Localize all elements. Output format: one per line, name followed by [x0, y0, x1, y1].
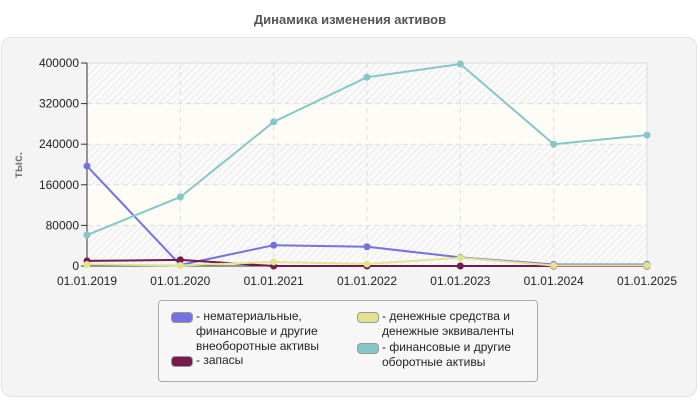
legend-item-current: - финансовые и другие оборотные активы: [357, 340, 511, 370]
data-point: [83, 231, 91, 239]
data-point: [176, 261, 184, 269]
legend-swatch-icon: [171, 356, 193, 367]
data-point: [456, 262, 464, 270]
y-tick-label: 400000: [39, 56, 79, 70]
data-point: [643, 261, 651, 269]
plot-area: 0 80000 160000 240000 320000 400000 01.01.2019…: [39, 56, 677, 288]
data-point: [456, 254, 464, 262]
y-tick-label: 320000: [39, 97, 79, 111]
x-tick-label: 01.01.2021: [244, 274, 304, 288]
y-axis-label: тыс.: [11, 152, 25, 178]
y-tick-label: 160000: [39, 178, 79, 192]
data-point: [176, 193, 184, 201]
x-tick-label: 01.01.2020: [150, 274, 210, 288]
legend-item-inventory: - запасы: [171, 353, 243, 368]
data-point: [550, 261, 558, 269]
data-point: [643, 131, 651, 139]
x-tick-label: 01.01.2023: [430, 274, 490, 288]
y-tick-label: 80000: [46, 218, 80, 232]
data-point: [270, 118, 278, 126]
y-tick-label: 240000: [39, 137, 79, 151]
legend-swatch-icon: [357, 343, 379, 354]
data-point: [363, 243, 371, 251]
data-point: [83, 162, 91, 170]
legend-item-noncurrent: - нематериальные, финансовые и другие вн…: [171, 309, 319, 354]
x-tick-label: 01.01.2019: [57, 274, 117, 288]
data-point: [176, 256, 184, 264]
data-point: [270, 241, 278, 249]
x-tick-label: 01.01.2025: [617, 274, 677, 288]
legend-swatch-icon: [171, 312, 193, 323]
data-point: [363, 260, 371, 268]
x-tick-label: 01.01.2022: [337, 274, 397, 288]
y-tick-label: 0: [72, 259, 79, 273]
data-point: [83, 260, 91, 268]
legend-item-cash: - денежные средства и денежные эквивален…: [357, 309, 514, 339]
data-point: [363, 73, 371, 81]
legend-swatch-icon: [357, 312, 379, 323]
chart-title: Динамика изменения активов: [253, 12, 447, 27]
data-point: [456, 60, 464, 68]
x-tick-label: 01.01.2024: [524, 274, 584, 288]
legend: - нематериальные, финансовые и другие вн…: [158, 300, 538, 382]
data-point: [270, 258, 278, 266]
data-point: [550, 140, 558, 148]
